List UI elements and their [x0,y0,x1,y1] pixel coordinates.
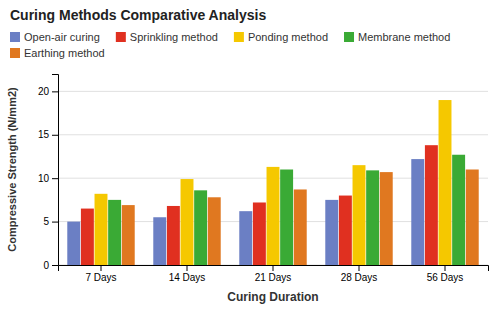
x-axis: 7 Days 14 Days 21 Days 28 Days 56 Days [59,265,489,283]
x-axis-line [59,266,489,272]
bar [280,170,293,266]
bar [81,209,94,265]
y-axis-line [52,75,59,266]
legend: Open-air curing Sprinkling method Ponding … [10,31,450,59]
bar [425,145,438,265]
legend-label: Earthing method [24,47,105,59]
bar [181,179,194,265]
legend-label: Membrane method [358,31,450,43]
bar [466,170,479,266]
x-tick-mark [101,265,102,271]
y-tick-label: 5 [43,216,49,227]
x-tick: 28 Days [341,265,378,283]
y-tick: 10 [38,173,58,184]
legend-swatch [234,32,244,42]
bar [267,167,280,265]
y-axis-title: Compressive Strength (N/mm2) [6,87,18,252]
grid-line [58,91,488,92]
x-tick-mark [359,265,360,271]
legend-item: Sprinkling method [116,31,218,43]
y-tick-label: 20 [38,86,50,97]
y-tick-mark [52,135,58,136]
y-tick-label: 15 [38,129,50,140]
bar [208,197,221,265]
x-tick-label: 21 Days [255,272,292,283]
y-tick-mark [52,91,58,92]
legend-swatch [10,32,20,42]
legend-label: Sprinkling method [130,31,218,43]
x-tick-mark [445,265,446,271]
bar [67,222,80,265]
x-tick-mark [273,265,274,271]
x-tick-mark [187,265,188,271]
legend-label: Ponding method [248,31,328,43]
bar [253,202,266,265]
y-tick: 15 [38,129,58,140]
bar [95,194,108,265]
bar-series [108,155,465,265]
legend-item: Earthing method [10,47,105,59]
y-tick-mark [52,178,58,179]
legend-label: Open-air curing [24,31,100,43]
bar [339,196,352,265]
grid [58,91,488,265]
bars [67,100,478,265]
legend-item: Membrane method [344,31,450,43]
legend-swatch [116,32,126,42]
bar-series [122,170,479,266]
y-tick-mark [52,222,58,223]
legend-swatch [344,32,354,42]
bar [122,205,135,265]
bar [452,155,465,265]
y-axis: 0 5 10 15 20 [38,75,59,271]
bar [380,172,393,265]
chart: Curing Methods Comparative Analysis Open-… [0,0,500,309]
legend-item: Open-air curing [10,31,100,43]
grid-line [58,134,488,135]
x-tick: 7 Days [85,265,116,283]
bar [366,170,379,265]
bar [108,200,121,265]
x-tick-label: 7 Days [85,272,116,283]
bar [153,217,166,265]
bar [194,190,207,265]
legend-item: Ponding method [234,31,328,43]
bar [439,100,452,265]
y-tick: 0 [43,260,58,271]
x-tick-label: 28 Days [341,272,378,283]
bar [325,200,338,265]
x-tick-label: 14 Days [169,272,206,283]
title: Curing Methods Comparative Analysis [10,7,266,23]
bar [294,189,307,265]
x-tick: 14 Days [169,265,206,283]
y-tick-mark [52,265,58,266]
bar-series [67,159,424,265]
bar [411,159,424,265]
y-tick: 20 [38,86,58,97]
x-tick: 56 Days [427,265,464,283]
legend-swatch [10,48,20,58]
bar [239,211,252,265]
y-tick: 5 [43,216,58,227]
y-tick-label: 10 [38,173,50,184]
x-axis-title: Curing Duration [227,290,318,304]
x-tick: 21 Days [255,265,292,283]
bar [167,206,180,265]
x-tick-label: 56 Days [427,272,464,283]
y-tick-label: 0 [43,260,49,271]
bar [353,165,366,265]
bar-series [95,100,452,265]
bar-series [81,145,438,265]
